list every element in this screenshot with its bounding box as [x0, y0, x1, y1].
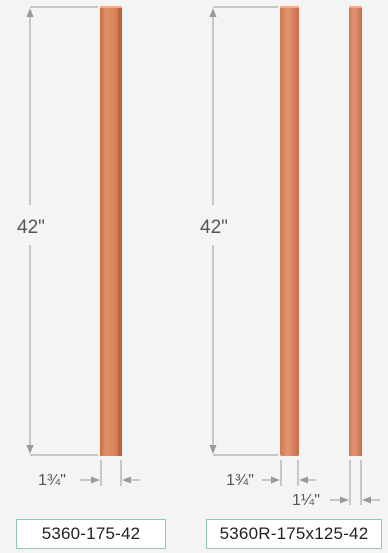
depth-label: 1¼" [292, 492, 320, 509]
rect-baluster-side-view [349, 6, 362, 456]
rect-baluster-front-view [280, 6, 299, 456]
product-2-group: 42" 1¾" 1¼" [200, 6, 380, 509]
depth-dimension-2: 1¼" [292, 460, 380, 509]
width-dimension-2: 1¾" [226, 460, 316, 489]
width-label: 1¾" [38, 472, 66, 489]
height-dimension-2: 42" [200, 6, 278, 456]
baluster-top-cap [349, 6, 362, 8]
height-label: 42" [17, 217, 45, 238]
baluster-side-shade [118, 6, 122, 456]
square-baluster [100, 6, 122, 456]
baluster-side-face [349, 6, 362, 456]
part-number-label-1: 5360-175-42 [16, 519, 166, 549]
product-1-group: 42" 1¾" [17, 6, 140, 489]
height-label: 42" [200, 217, 228, 238]
baluster-front-face [280, 6, 299, 456]
height-dimension-1: 42" [17, 6, 98, 456]
baluster-top-cap [100, 6, 122, 8]
part-number-label-2: 5360R-175x125-42 [206, 519, 382, 549]
width-label: 1¾" [226, 472, 254, 489]
baluster-front-face [100, 6, 122, 456]
baluster-top-cap [280, 6, 299, 8]
width-dimension-1: 1¾" [38, 460, 140, 489]
